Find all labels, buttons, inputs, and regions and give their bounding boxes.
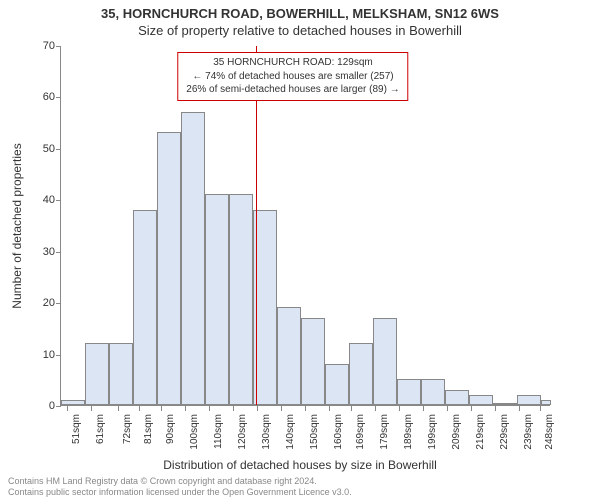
xtick-mark bbox=[495, 406, 496, 411]
bar bbox=[349, 343, 373, 405]
annotation-line: ← 74% of detached houses are smaller (25… bbox=[186, 70, 399, 84]
xtick-mark bbox=[399, 406, 400, 411]
xtick-label: 229sqm bbox=[499, 414, 510, 458]
xtick-label: 189sqm bbox=[403, 414, 414, 458]
ytick-label: 40 bbox=[21, 194, 55, 206]
ytick-mark bbox=[56, 149, 61, 150]
bar bbox=[445, 390, 469, 405]
annotation-box: 35 HORNCHURCH ROAD: 129sqm← 74% of detac… bbox=[177, 52, 408, 101]
ytick-mark bbox=[56, 252, 61, 253]
xtick-mark bbox=[209, 406, 210, 411]
xtick-label: 110sqm bbox=[213, 414, 224, 458]
xtick-mark bbox=[329, 406, 330, 411]
ytick-label: 30 bbox=[21, 246, 55, 258]
xtick-label: 72sqm bbox=[122, 414, 133, 458]
xtick-label: 130sqm bbox=[261, 414, 272, 458]
bar bbox=[517, 395, 541, 405]
ytick-label: 70 bbox=[21, 40, 55, 52]
bar bbox=[493, 403, 517, 405]
bar bbox=[325, 364, 349, 405]
bar bbox=[397, 379, 421, 405]
xtick-mark bbox=[161, 406, 162, 411]
xtick-mark bbox=[351, 406, 352, 411]
bar bbox=[181, 112, 205, 405]
xtick-mark bbox=[305, 406, 306, 411]
bar bbox=[277, 307, 301, 405]
xtick-label: 160sqm bbox=[333, 414, 344, 458]
bar bbox=[469, 395, 493, 405]
annotation-line: 35 HORNCHURCH ROAD: 129sqm bbox=[186, 56, 399, 70]
chart-titles: 35, HORNCHURCH ROAD, BOWERHILL, MELKSHAM… bbox=[0, 6, 600, 38]
annotation-line: 26% of semi-detached houses are larger (… bbox=[186, 83, 399, 97]
footer-line-2: Contains public sector information licen… bbox=[8, 487, 352, 498]
xtick-label: 209sqm bbox=[451, 414, 462, 458]
x-axis-label: Distribution of detached houses by size … bbox=[0, 458, 600, 472]
bar bbox=[541, 400, 551, 405]
bar bbox=[133, 210, 157, 405]
bar bbox=[109, 343, 133, 405]
xtick-mark bbox=[281, 406, 282, 411]
ytick-label: 0 bbox=[21, 400, 55, 412]
ytick-mark bbox=[56, 46, 61, 47]
bar bbox=[301, 318, 325, 405]
xtick-label: 169sqm bbox=[355, 414, 366, 458]
ytick-mark bbox=[56, 355, 61, 356]
xtick-label: 179sqm bbox=[379, 414, 390, 458]
xtick-label: 120sqm bbox=[237, 414, 248, 458]
xtick-mark bbox=[423, 406, 424, 411]
xtick-label: 219sqm bbox=[475, 414, 486, 458]
xtick-mark bbox=[447, 406, 448, 411]
ytick-label: 50 bbox=[21, 143, 55, 155]
footer-attribution: Contains HM Land Registry data © Crown c… bbox=[8, 476, 352, 499]
xtick-mark bbox=[185, 406, 186, 411]
xtick-label: 100sqm bbox=[189, 414, 200, 458]
xtick-label: 51sqm bbox=[71, 414, 82, 458]
xtick-mark bbox=[375, 406, 376, 411]
bar bbox=[61, 400, 85, 405]
bar bbox=[157, 132, 181, 405]
xtick-mark bbox=[471, 406, 472, 411]
bar bbox=[229, 194, 253, 405]
xtick-mark bbox=[67, 406, 68, 411]
xtick-label: 199sqm bbox=[427, 414, 438, 458]
ytick-mark bbox=[56, 200, 61, 201]
title-line-1: 35, HORNCHURCH ROAD, BOWERHILL, MELKSHAM… bbox=[0, 6, 600, 21]
xtick-label: 150sqm bbox=[309, 414, 320, 458]
ytick-label: 10 bbox=[21, 349, 55, 361]
xtick-mark bbox=[540, 406, 541, 411]
xtick-label: 239sqm bbox=[523, 414, 534, 458]
bar bbox=[85, 343, 109, 405]
xtick-label: 140sqm bbox=[285, 414, 296, 458]
bar bbox=[253, 210, 277, 405]
xtick-mark bbox=[233, 406, 234, 411]
xtick-label: 248sqm bbox=[544, 414, 555, 458]
bar bbox=[421, 379, 445, 405]
ytick-label: 20 bbox=[21, 297, 55, 309]
ytick-mark bbox=[56, 303, 61, 304]
xtick-label: 90sqm bbox=[165, 414, 176, 458]
ytick-mark bbox=[56, 97, 61, 98]
xtick-layer: 51sqm 61sqm 72sqm 81sqm 90sqm 100sqm 110sqm 120… bbox=[60, 406, 550, 456]
footer-line-1: Contains HM Land Registry data © Crown c… bbox=[8, 476, 352, 487]
y-axis-label: Number of detached properties bbox=[10, 143, 24, 308]
title-line-2: Size of property relative to detached ho… bbox=[0, 23, 600, 38]
xtick-mark bbox=[257, 406, 258, 411]
xtick-mark bbox=[118, 406, 119, 411]
xtick-mark bbox=[519, 406, 520, 411]
ytick-label: 60 bbox=[21, 91, 55, 103]
xtick-mark bbox=[139, 406, 140, 411]
bar bbox=[205, 194, 229, 405]
xtick-label: 81sqm bbox=[143, 414, 154, 458]
bar bbox=[373, 318, 397, 405]
xtick-mark bbox=[91, 406, 92, 411]
xtick-label: 61sqm bbox=[95, 414, 106, 458]
